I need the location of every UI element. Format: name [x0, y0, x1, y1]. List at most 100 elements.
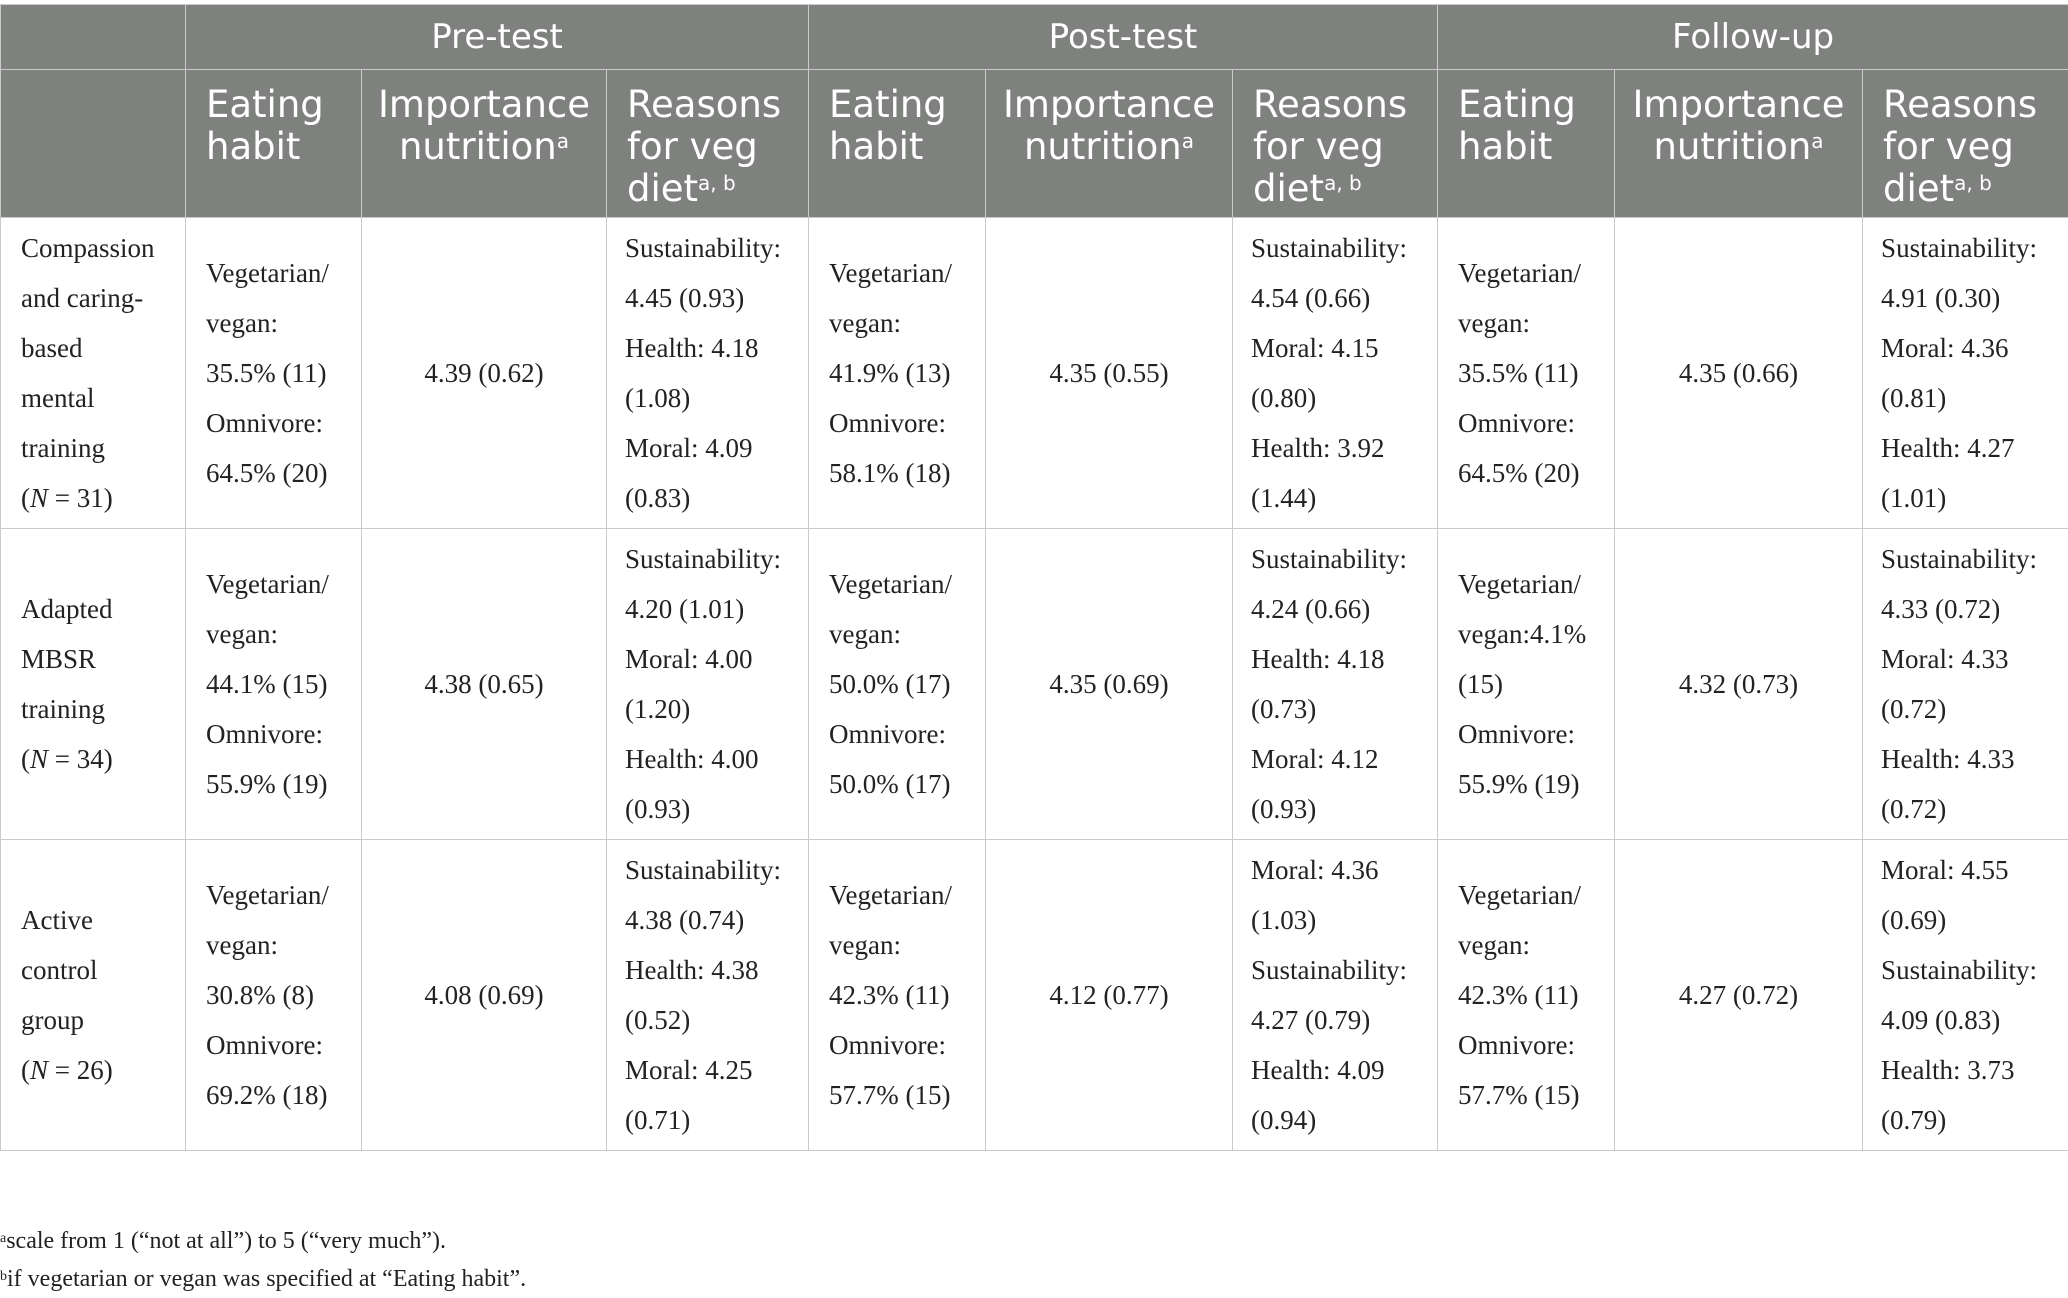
reasons-line: Sustainability:: [1881, 955, 2038, 985]
reasons-veg-diet-cell: Sustainability: 4.38 (0.74) Health: 4.38 (0…: [605, 839, 810, 1151]
footnote-mark: a: [1181, 129, 1195, 153]
reasons-line: (0.71): [625, 1105, 691, 1135]
reasons-line: (0.93): [1251, 794, 1317, 824]
eating-habit-line: 69.2% (18): [206, 1080, 328, 1110]
reasons-line: (0.79): [1881, 1105, 1947, 1135]
reasons-line: Sustainability:: [625, 855, 782, 885]
table-body: Compassion and caring-based mental training…: [0, 217, 2068, 1151]
reasons-line: Health: 4.18: [1251, 644, 1385, 674]
eating-habit-line: vegan:: [1458, 930, 1531, 960]
sample-size-value: = 34): [48, 744, 113, 774]
eating-habit-line: Omnivore:: [206, 1030, 323, 1060]
sample-size-variable: N: [30, 1055, 49, 1085]
eating-habit-line: Vegetarian/: [829, 569, 952, 599]
group-header-row: Pre-test Post-test Follow-up: [0, 4, 2068, 70]
reasons-line: Moral: 4.25: [625, 1055, 753, 1085]
sample-size-prefix: (: [21, 483, 30, 513]
reasons-line: Sustainability:: [1251, 544, 1408, 574]
eating-habit-line: vegan:: [829, 619, 901, 649]
row-sample-size: (N = 26): [21, 1045, 179, 1095]
reasons-line: Moral: 4.33: [1881, 644, 2009, 674]
reasons-line: 4.27 (0.79): [1251, 1005, 1371, 1035]
importance-nutrition-cell: 4.35 (0.66): [1614, 217, 1864, 529]
reasons-veg-diet-cell: Sustainability: 4.45 (0.93) Health: 4.18 (1…: [605, 217, 810, 529]
footnote-mark: a: [1811, 129, 1824, 153]
eating-habit-line: Vegetarian/: [1458, 569, 1581, 599]
sub-header-reasons-veg-diet: Reasons for veg dieta, b: [605, 69, 810, 218]
row-label-line: Compassion: [21, 233, 155, 263]
row-label-cell: Adapted MBSR training (N = 34): [0, 528, 186, 840]
footnote-mark: b: [0, 1269, 7, 1284]
row-label-line: Active: [21, 905, 93, 935]
reasons-line: Moral: 4.55: [1881, 855, 2009, 885]
eating-habit-line: vegan:: [206, 308, 278, 338]
eating-habit-line: 35.5% (11): [1458, 358, 1579, 388]
reasons-line: (0.73): [1251, 694, 1317, 724]
eating-habit-line: 50.0% (17): [829, 669, 951, 699]
group-header-post-test: Post-test: [808, 4, 1439, 70]
eating-habit-cell: Vegetarian/vegan: 30.8% (8) Omnivore: 69.2%…: [185, 839, 362, 1151]
reasons-line: Moral: 4.09: [625, 433, 753, 463]
reasons-veg-diet-cell: Moral: 4.36 (1.03) Sustainability: 4.27 (0.…: [1232, 839, 1439, 1151]
results-table: Pre-test Post-test Follow-up Eating habi…: [0, 4, 2068, 1151]
sub-header-row: Eating habit Importance nutritiona Reaso…: [0, 69, 2068, 218]
sub-header-eating-habit: Eating habit: [808, 69, 987, 218]
reasons-line: (0.81): [1881, 383, 1947, 413]
row-label-line: training: [21, 694, 105, 724]
table-row: Adapted MBSR training (N = 34) Vegetarian/ve…: [0, 528, 2068, 840]
reasons-veg-diet-cell: Sustainability: 4.54 (0.66) Moral: 4.15 (0.…: [1232, 217, 1439, 529]
reasons-line: 4.38 (0.74): [625, 905, 745, 935]
reasons-veg-diet-cell: Sustainability: 4.24 (0.66) Health: 4.18 (0…: [1232, 528, 1439, 840]
row-label-cell: Compassion and caring-based mental training…: [0, 217, 186, 529]
eating-habit-line: Vegetarian/: [206, 569, 329, 599]
reasons-line: 4.20 (1.01): [625, 594, 745, 624]
reasons-line: Health: 4.00: [625, 744, 759, 774]
reasons-line: Moral: 4.36: [1881, 333, 2009, 363]
importance-nutrition-cell: 4.08 (0.69): [361, 839, 607, 1151]
reasons-line: 4.24 (0.66): [1251, 594, 1371, 624]
reasons-line: Sustainability:: [1251, 233, 1408, 263]
eating-habit-cell: Vegetarian/vegan: 35.5% (11) Omnivore: 64.5…: [185, 217, 362, 529]
eating-habit-line: vegan:: [206, 930, 278, 960]
eating-habit-line: Vegetarian/: [829, 880, 952, 910]
sub-header-importance-nutrition: Importance nutritiona: [361, 69, 607, 218]
eating-habit-line: 55.9% (19): [206, 769, 328, 799]
reasons-line: Health: 4.33: [1881, 744, 2015, 774]
eating-habit-cell: Vegetarian/vegan:4.1% (15) Omnivore: 55.9% …: [1437, 528, 1616, 840]
sample-size-value: = 26): [48, 1055, 113, 1085]
footnote-mark: a, b: [1954, 171, 1992, 195]
footnote-a: ascale from 1 (“not at all”) to 5 (“very…: [0, 1222, 526, 1260]
eating-habit-line: Vegetarian/: [1458, 258, 1581, 288]
results-table-container: Pre-test Post-test Follow-up Eating habi…: [0, 4, 2068, 1151]
sample-size-prefix: (: [21, 744, 30, 774]
eating-habit-line: vegan:: [829, 308, 901, 338]
eating-habit-line: Omnivore:: [829, 408, 946, 438]
reasons-line: Health: 3.92: [1251, 433, 1385, 463]
footnote-text: if vegetarian or vegan was specified at …: [7, 1266, 527, 1292]
eating-habit-line: Omnivore:: [1458, 1030, 1576, 1060]
reasons-line: Health: 4.38: [625, 955, 759, 985]
reasons-line: Moral: 4.12: [1251, 744, 1379, 774]
footnotes: ascale from 1 (“not at all”) to 5 (“very…: [0, 1222, 526, 1298]
reasons-line: 4.33 (0.72): [1881, 594, 2001, 624]
sub-header-eating-habit: Eating habit: [1437, 69, 1616, 218]
reasons-line: (1.44): [1251, 483, 1317, 513]
sub-header-eating-habit: Eating habit: [185, 69, 362, 218]
eating-habit-line: Omnivore:: [829, 1030, 946, 1060]
reasons-line: (0.52): [625, 1005, 691, 1035]
row-label-line: MBSR: [21, 644, 97, 674]
reasons-line: 4.91 (0.30): [1881, 283, 2001, 313]
reasons-veg-diet-cell: Sustainability: 4.20 (1.01) Moral: 4.00 (1.…: [605, 528, 810, 840]
reasons-line: (0.94): [1251, 1105, 1317, 1135]
row-label-line: mental: [21, 383, 95, 413]
eating-habit-cell: Vegetarian/vegan: 35.5% (11) Omnivore: 64.5…: [1437, 217, 1616, 529]
row-label-line: based: [21, 333, 83, 363]
corner-cell-lower: [0, 69, 186, 218]
row-sample-size: (N = 31): [21, 473, 179, 523]
importance-nutrition-cell: 4.12 (0.77): [985, 839, 1234, 1151]
table-header: Pre-test Post-test Follow-up Eating habi…: [0, 4, 2068, 218]
reasons-line: 4.45 (0.93): [625, 283, 745, 313]
eating-habit-line: 41.9% (13): [829, 358, 951, 388]
row-label-line: Adapted: [21, 594, 113, 624]
table-row: Active control group (N = 26) Vegetarian/veg…: [0, 839, 2068, 1151]
